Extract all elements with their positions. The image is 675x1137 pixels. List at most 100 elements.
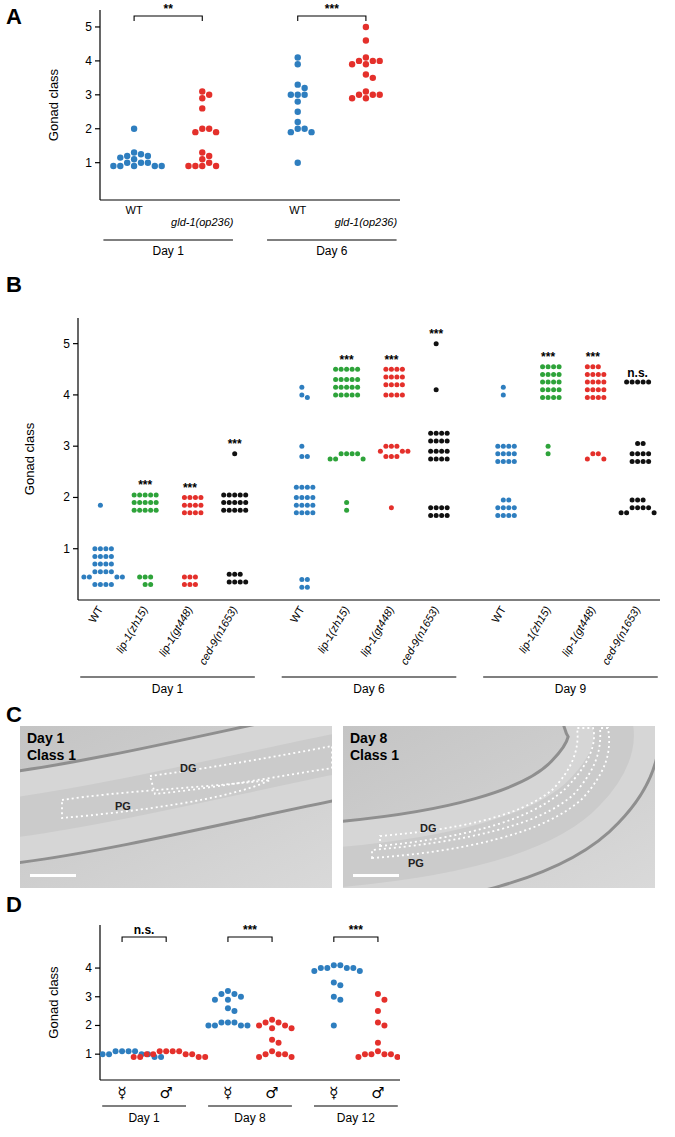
- data-point: [383, 392, 388, 397]
- panel-letter: C: [6, 702, 22, 727]
- data-point: [601, 395, 606, 400]
- category-label: gld-1(op236): [171, 216, 234, 228]
- data-point: [212, 1022, 218, 1028]
- y-tick-label: 1: [85, 1047, 92, 1061]
- data-point: [324, 965, 330, 971]
- data-point: [344, 965, 350, 971]
- data-point: [243, 508, 248, 513]
- data-point: [428, 449, 433, 454]
- group-label: Day 8: [234, 1111, 266, 1125]
- data-point: [137, 1054, 143, 1060]
- y-tick-label: 4: [63, 388, 70, 402]
- data-point: [206, 92, 212, 98]
- data-point: [501, 385, 506, 390]
- data-point: [119, 1048, 125, 1054]
- data-point: [98, 582, 103, 587]
- data-point: [434, 431, 439, 436]
- data-point: [546, 387, 551, 392]
- data-point: [288, 92, 294, 98]
- micrograph-panel: CDay 1Class 1DGPGDay 8Class 1DGPG: [6, 702, 655, 888]
- data-point: [305, 577, 310, 582]
- micrograph-image: [343, 726, 655, 888]
- data-point: [193, 574, 198, 579]
- data-point: [439, 431, 444, 436]
- plot-area: [110, 24, 383, 170]
- data-point: [370, 92, 376, 98]
- data-point: [355, 377, 360, 382]
- data-point: [92, 582, 97, 587]
- group-label: Day 1: [128, 1111, 160, 1125]
- data-point: [238, 994, 244, 1000]
- group-label: Day 1: [152, 682, 184, 696]
- category-label: lip-1(zh15): [315, 604, 352, 655]
- data-point: [158, 163, 164, 169]
- y-tick: [95, 967, 100, 968]
- data-point: [263, 1020, 269, 1026]
- data-point: [132, 492, 137, 497]
- data-point: [590, 372, 595, 377]
- data-point: [199, 88, 205, 94]
- data-point: [381, 1022, 387, 1028]
- data-point: [439, 457, 444, 462]
- gonad-outline: [380, 728, 594, 846]
- data-point: [428, 457, 433, 462]
- panel: D1234Gonad class☿♂Day 1n.s.☿♂Day 8***☿♂D…: [6, 892, 407, 1125]
- data-point: [551, 387, 556, 392]
- group-line: [80, 676, 255, 677]
- group-line: [282, 676, 457, 677]
- data-point: [344, 451, 349, 456]
- data-point: [339, 367, 344, 372]
- y-axis: [99, 925, 100, 1080]
- data-point: [310, 510, 315, 515]
- data-point: [131, 149, 137, 155]
- data-point: [445, 457, 450, 462]
- y-tick-label: 3: [85, 88, 92, 102]
- data-point: [428, 505, 433, 510]
- data-point: [124, 153, 130, 159]
- data-point: [350, 385, 355, 390]
- data-point: [199, 156, 205, 162]
- data-point: [299, 585, 304, 590]
- data-point: [501, 505, 506, 510]
- data-point: [377, 58, 383, 64]
- y-tick: [95, 128, 100, 129]
- data-point: [635, 459, 640, 464]
- data-point: [641, 498, 646, 503]
- data-point: [294, 503, 299, 508]
- y-tick: [95, 1054, 100, 1055]
- data-point: [375, 1048, 381, 1054]
- y-axis-label: Gonad class: [46, 68, 61, 141]
- data-point: [276, 1040, 282, 1046]
- data-point: [289, 1054, 295, 1060]
- data-point: [218, 991, 224, 997]
- region-label: PG: [115, 800, 131, 812]
- data-point: [109, 554, 114, 559]
- data-point: [227, 492, 232, 497]
- data-point: [445, 439, 450, 444]
- data-point: [238, 500, 243, 505]
- gonad-outline: [372, 728, 609, 858]
- data-point: [512, 513, 517, 518]
- data-point: [495, 444, 500, 449]
- data-point: [103, 554, 108, 559]
- data-point: [337, 982, 343, 988]
- data-point: [193, 510, 198, 515]
- significance-label: ***: [429, 327, 443, 341]
- y-tick: [73, 548, 78, 549]
- category-label: ☿: [223, 1084, 232, 1102]
- data-point: [394, 367, 399, 372]
- data-point: [131, 1054, 137, 1060]
- data-point: [196, 1054, 202, 1060]
- category-label: ♂: [159, 1084, 172, 1102]
- data-point: [363, 37, 369, 43]
- data-point: [439, 513, 444, 518]
- data-point: [381, 997, 387, 1003]
- data-point: [363, 24, 369, 30]
- y-tick-label: 1: [63, 542, 70, 556]
- significance-bracket: [298, 16, 366, 21]
- data-point: [269, 1025, 275, 1031]
- data-point: [148, 582, 153, 587]
- category-label: ☿: [117, 1084, 126, 1102]
- data-point: [400, 367, 405, 372]
- data-point: [619, 510, 624, 515]
